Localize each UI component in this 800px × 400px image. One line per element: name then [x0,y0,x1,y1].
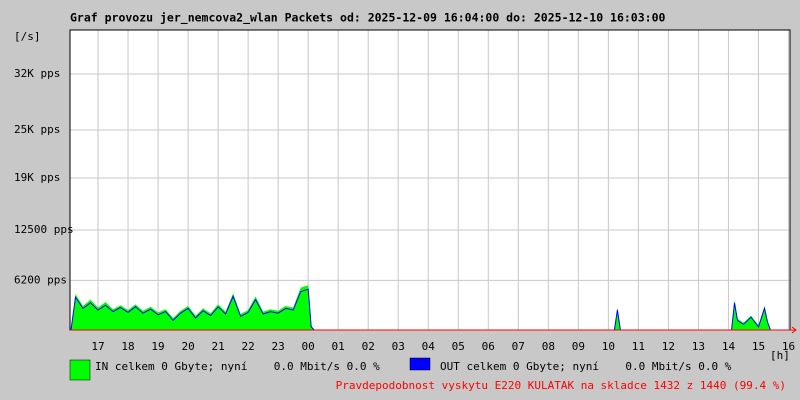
y-tick-label: 12500 pps [14,223,74,236]
x-tick-label: 16 [782,340,795,353]
x-axis-arrow [70,326,797,334]
x-tick-label: 04 [422,340,436,353]
x-tick-label: 12 [662,340,675,353]
x-tick-label: 22 [241,340,254,353]
x-tick-label: 06 [482,340,495,353]
in-area [71,285,790,330]
legend-label: IN celkem 0 Gbyte; nyní 0.0 Mbit/s 0.0 % [95,360,380,373]
chart-title: Graf provozu jer_nemcova2_wlan Packets o… [70,11,666,26]
x-tick-label: 19 [151,340,164,353]
x-tick-label: 05 [452,340,465,353]
x-tick-label: 00 [302,340,315,353]
x-tick-label: 03 [392,340,405,353]
x-tick-label: 02 [362,340,375,353]
x-tick-label: 15 [752,340,765,353]
x-tick-label: 20 [181,340,194,353]
x-tick-label: 14 [722,340,736,353]
y-tick-label: 6200 pps [14,273,67,286]
legend-swatch [69,359,91,381]
y-tick-label: 25K pps [14,123,60,136]
out-line [70,288,790,331]
legend-swatch [409,357,431,371]
y-tick-label: 19K pps [14,171,60,184]
x-tick-label: 21 [211,340,224,353]
y-axis-label: [/s] [14,30,41,43]
x-tick-label: 11 [632,340,645,353]
x-tick-label: 01 [332,340,345,353]
x-axis-label: [h] [770,349,790,362]
x-tick-label: 10 [602,340,615,353]
x-tick-label: 09 [572,340,585,353]
footnote: Pravdepodobnost vyskytu E220 KULATAK na … [336,379,786,392]
x-tick-label: 17 [91,340,104,353]
x-tick-label: 23 [272,340,285,353]
plot-area [70,30,790,330]
x-tick-label: 18 [121,340,134,353]
legend-label: OUT celkem 0 Gbyte; nyní 0.0 Mbit/s 0.0 … [440,360,732,373]
x-tick-label: 08 [542,340,555,353]
y-tick-label: 32K pps [14,67,60,80]
x-tick-label: 13 [692,340,705,353]
x-tick-label: 07 [512,340,525,353]
